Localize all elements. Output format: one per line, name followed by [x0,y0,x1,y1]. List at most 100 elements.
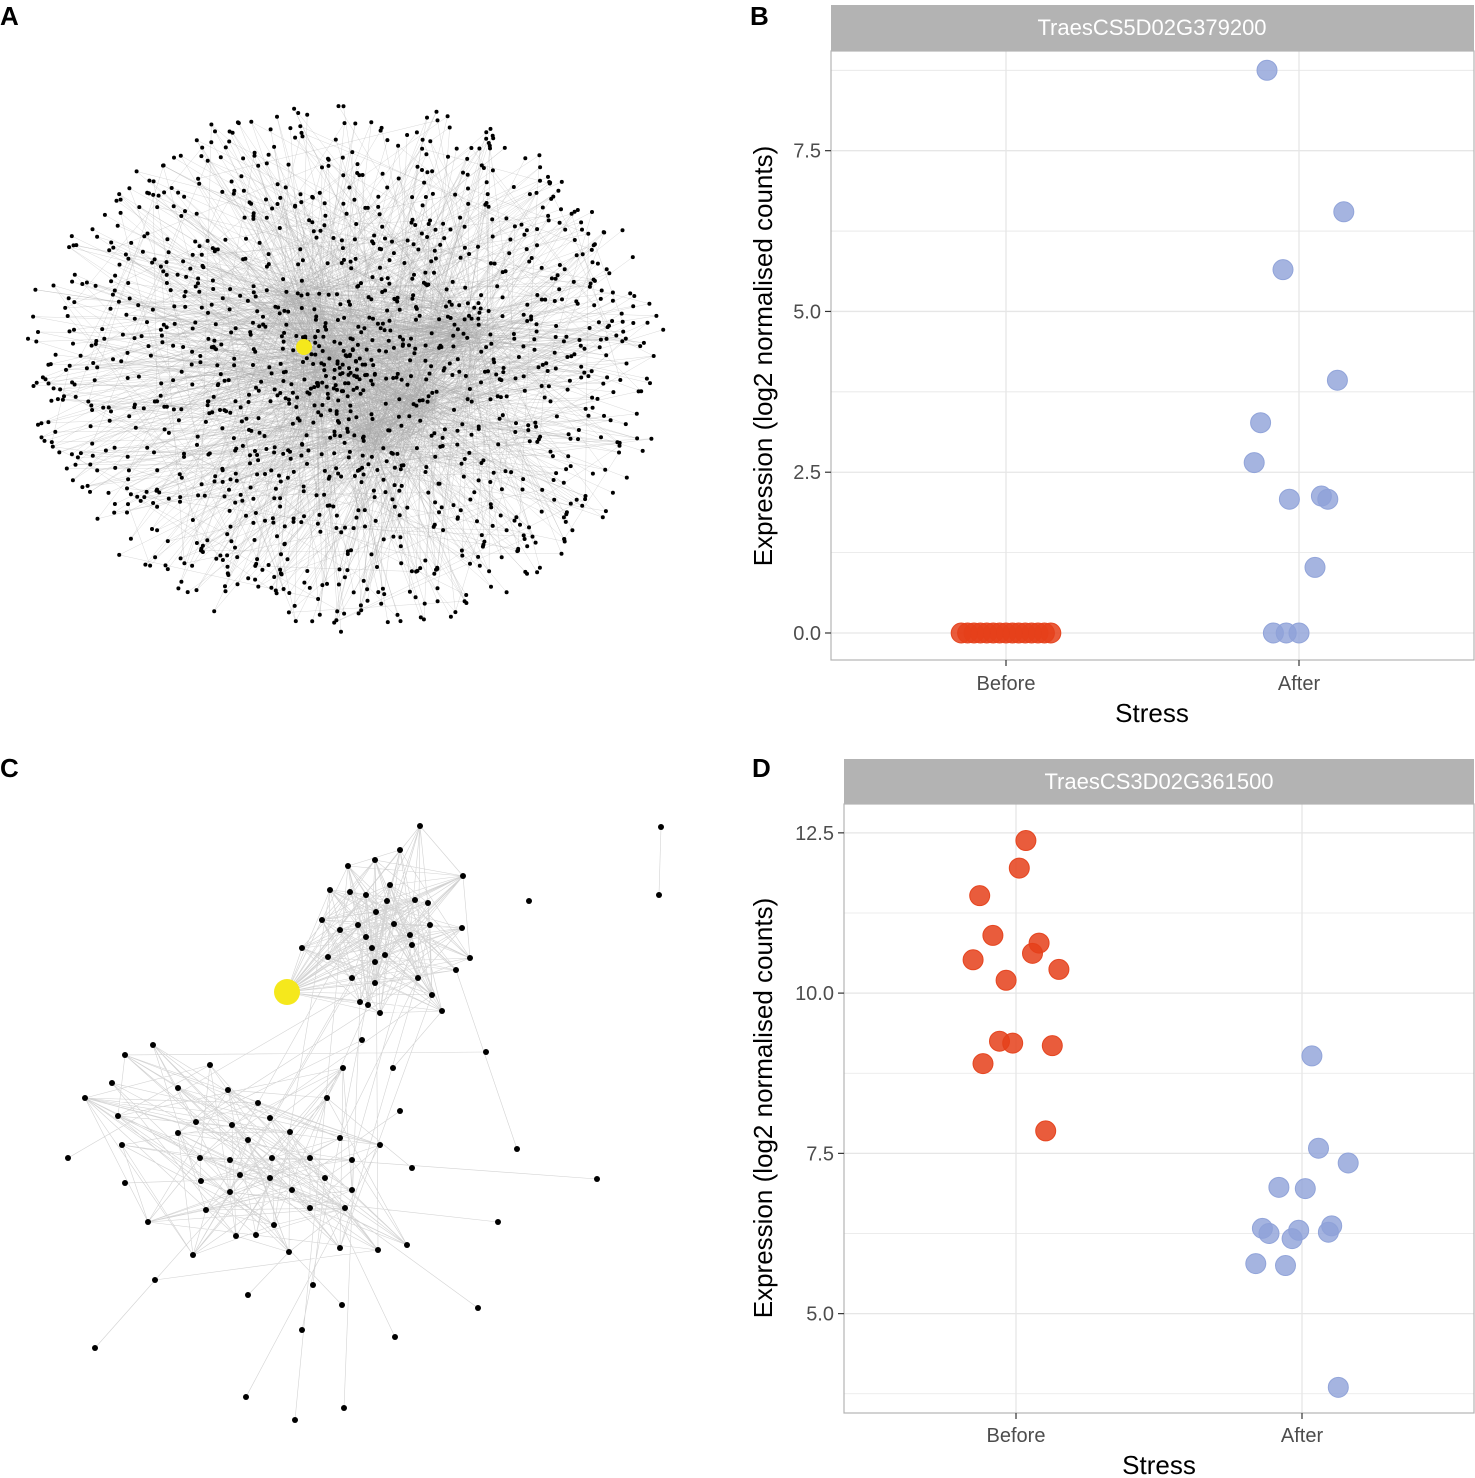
network-a-node [209,140,214,145]
network-a-node [661,327,666,332]
network-a-node [631,321,636,325]
network-a-node [534,329,539,334]
network-a-node [232,188,237,193]
network-a-node [432,248,437,253]
network-a-node [462,245,467,250]
network-a-node [548,180,553,185]
network-a-node [256,416,261,421]
network-a-node [49,398,54,403]
network-a-node [136,374,141,379]
network-a-node [412,272,416,277]
network-a-node [433,454,438,459]
chart-b-points [950,59,1355,644]
network-c-node [392,1334,398,1340]
point-after [1308,1137,1329,1159]
network-a-node [114,198,119,203]
network-c-node [349,1187,355,1193]
network-a-node [457,303,462,308]
network-a-node [166,250,171,255]
network-a-node [564,334,569,339]
chart-d: TraesCS3D02G361500 5.0 7.5 10.0 12.5 Before… [748,759,1475,1478]
network-a-node [150,527,154,531]
network-a-node [409,569,414,574]
network-a-node [176,418,181,423]
network-a-node [132,336,137,341]
network-a-node [488,502,493,507]
network-a-node [322,362,327,367]
network-c-node [345,863,351,869]
network-a-node [194,138,199,143]
network-a-node [398,334,402,339]
network-a-node [190,518,195,522]
network-a-node [503,469,508,474]
network-a-node [417,313,422,318]
network-a-node [125,486,129,491]
network-a-node [399,561,404,566]
network-a-node [343,525,347,530]
network-a-node [153,555,158,560]
network-a-node [577,338,582,342]
network-a-node [364,347,369,352]
network-a-node [641,340,646,345]
network-a-node [249,201,254,206]
network-a-node [285,557,290,562]
network-a-node [572,209,577,214]
network-a-node [345,394,350,399]
network-a-node [377,348,382,353]
network-a-node [200,550,205,554]
network-a-node [182,454,186,459]
network-a-node [487,143,492,148]
network-a-node [354,374,359,379]
network-a-node [325,581,329,586]
network-a-node [591,243,596,248]
network-a-node [574,253,579,258]
network-a-node [562,539,567,544]
network-a-node [552,497,557,502]
point-before [1040,622,1062,644]
network-a-node [477,146,482,151]
network-c-node [459,925,465,931]
network-a-node [315,384,320,388]
network-a-node [383,490,388,495]
network-a-node [278,391,283,395]
network-a-node [370,417,375,421]
network-a-node [177,472,182,477]
network-c-node [227,1157,233,1163]
network-a-node [527,259,532,264]
network-a-node [320,380,325,385]
network-c-node [387,882,393,888]
network-a-node [198,354,203,358]
network-a-node [392,483,397,488]
network-a-node [26,336,30,341]
network-a-node [326,292,331,297]
network-c-node [310,1282,316,1288]
network-a-node [266,252,271,257]
network-a-node [179,579,184,584]
network-a-node [375,565,379,569]
network-a-node [110,292,115,297]
network-a-node [355,342,360,347]
network-a-node [357,173,362,178]
network-a-node [354,515,359,520]
network-a-node [246,400,251,404]
network-a-node [148,563,153,568]
network-a-node [639,389,644,394]
network-a-node [537,153,542,158]
network-c-node [349,1157,355,1163]
network-a-node [369,552,374,557]
network-c-node [122,1180,128,1186]
network-a-node [268,399,273,404]
network-a-node [453,192,458,197]
network-c-node [193,1119,199,1125]
network-a-node [495,394,500,399]
network-a-node [458,215,463,220]
network-a-node [332,367,337,372]
network-a-node [220,296,225,301]
network-a-node [71,341,75,346]
network-a-node [226,573,231,577]
network-a-node [89,343,94,348]
network-a-node [228,524,233,529]
network-a-node [518,522,522,527]
network-a-node [311,362,316,366]
network-a-node [638,344,643,349]
